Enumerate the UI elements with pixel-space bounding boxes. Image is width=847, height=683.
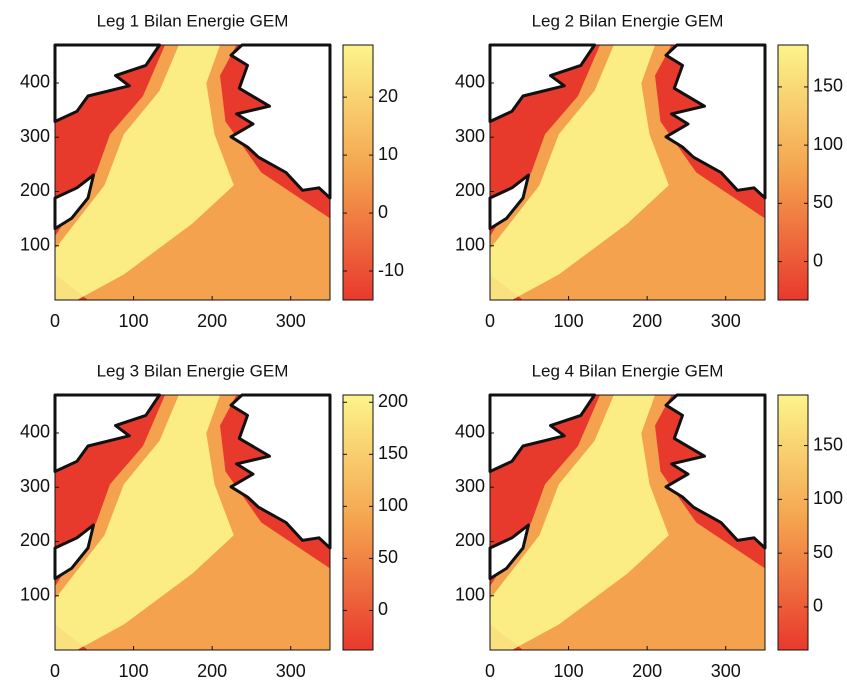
x-tick-label: 300: [276, 311, 306, 331]
chart-title: Leg 1 Bilan Energie GEM: [97, 11, 289, 30]
colorbar-tick-label: 150: [813, 76, 843, 96]
y-tick-label: 100: [20, 584, 50, 604]
y-tick-label: 200: [20, 530, 50, 550]
colorbar: [342, 44, 374, 301]
x-tick-label: 100: [554, 311, 584, 331]
colorbar-tick-label: 100: [813, 488, 843, 508]
land: [664, 393, 767, 550]
land: [53, 393, 161, 473]
colorbar-tick-label: 20: [378, 86, 398, 106]
x-tick-label: 0: [485, 311, 495, 331]
map-region: [490, 395, 669, 650]
x-tick-label: 200: [632, 311, 662, 331]
colorbar-tick-label: 100: [378, 495, 408, 515]
y-tick-label: 100: [20, 234, 50, 254]
x-tick-label: 200: [197, 661, 227, 678]
colorbar-tick-label: 0: [813, 250, 823, 270]
colorbar: [777, 394, 809, 651]
colorbar-tick-label: 100: [813, 134, 843, 154]
colorbar-tick-label: 200: [378, 391, 408, 411]
y-tick-label: 200: [455, 530, 485, 550]
land: [229, 393, 332, 550]
y-tick-label: 200: [20, 180, 50, 200]
x-tick-label: 0: [50, 311, 60, 331]
y-tick-label: 200: [455, 180, 485, 200]
x-tick-label: 200: [197, 311, 227, 331]
x-tick-label: 0: [485, 661, 495, 678]
y-tick-label: 300: [20, 126, 50, 146]
map-region: [490, 45, 669, 300]
colorbar-tick-label: 50: [813, 542, 833, 562]
colorbar-tick-label: 50: [378, 547, 398, 567]
colorbar: [342, 394, 374, 651]
x-tick-label: 0: [50, 661, 60, 678]
axes-frame: [489, 394, 766, 651]
x-tick-label: 300: [711, 661, 741, 678]
y-tick-label: 300: [455, 126, 485, 146]
chart-title: Leg 4 Bilan Energie GEM: [532, 361, 724, 380]
x-tick-label: 300: [276, 661, 306, 678]
land: [488, 43, 596, 123]
y-tick-label: 400: [20, 72, 50, 92]
land: [53, 43, 161, 123]
x-tick-label: 100: [554, 661, 584, 678]
map-region: [55, 395, 234, 650]
y-tick-label: 400: [455, 422, 485, 442]
y-tick-label: 400: [455, 72, 485, 92]
x-tick-label: 200: [632, 661, 662, 678]
colorbar-tick-label: 50: [813, 192, 833, 212]
colorbar-tick-label: 150: [813, 434, 843, 454]
land: [664, 43, 767, 200]
axes-frame: [489, 44, 766, 301]
colorbar-tick-label: -10: [378, 260, 404, 280]
y-tick-label: 100: [455, 584, 485, 604]
land: [229, 43, 332, 200]
chart-title: Leg 2 Bilan Energie GEM: [532, 11, 724, 30]
colorbar-tick-label: 0: [813, 596, 823, 616]
colorbar-tick-label: 150: [378, 443, 408, 463]
land: [488, 393, 596, 473]
map-region: [55, 45, 234, 300]
x-tick-label: 100: [119, 661, 149, 678]
chart-title: Leg 3 Bilan Energie GEM: [97, 361, 289, 380]
colorbar: [777, 44, 809, 301]
axes-frame: [54, 394, 331, 651]
y-tick-label: 300: [455, 476, 485, 496]
colorbar-tick-label: 10: [378, 144, 398, 164]
y-tick-label: 400: [20, 422, 50, 442]
axes-frame: [54, 44, 331, 301]
y-tick-label: 100: [455, 234, 485, 254]
y-tick-label: 300: [20, 476, 50, 496]
x-tick-label: 300: [711, 311, 741, 331]
colorbar-tick-label: 0: [378, 202, 388, 222]
colorbar-tick-label: 0: [378, 599, 388, 619]
x-tick-label: 100: [119, 311, 149, 331]
